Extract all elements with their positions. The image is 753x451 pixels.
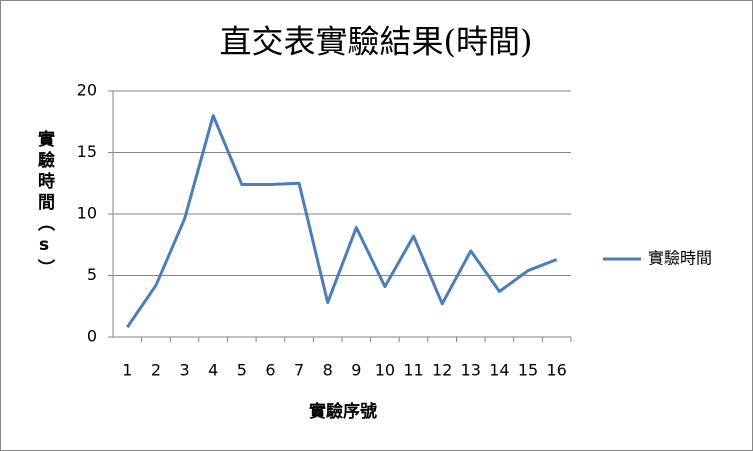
x-tick-label: 14 bbox=[489, 361, 509, 380]
y-tick-label: 20 bbox=[77, 81, 97, 100]
y-tick-label: 10 bbox=[77, 204, 97, 223]
x-axis-title: 實驗序號 bbox=[309, 401, 377, 422]
y-tick-label: 0 bbox=[87, 327, 97, 346]
chart-title: 直交表實驗結果(時間) bbox=[220, 23, 533, 61]
x-tick-label: 9 bbox=[351, 361, 361, 380]
x-tick-label: 10 bbox=[375, 361, 395, 380]
series-line bbox=[126, 114, 558, 329]
x-tick-label: 6 bbox=[265, 361, 275, 380]
y-tick-label: 15 bbox=[77, 142, 97, 161]
y-axis-title: 實驗時間（s） bbox=[34, 129, 55, 280]
x-tick-label: 13 bbox=[461, 361, 481, 380]
x-tick-label: 3 bbox=[179, 361, 189, 380]
x-tick-label: 4 bbox=[208, 361, 218, 380]
x-tick-label: 12 bbox=[432, 361, 452, 380]
x-tick-label: 16 bbox=[547, 361, 567, 380]
legend-label: 實驗時間 bbox=[648, 249, 712, 268]
x-tick-label: 5 bbox=[237, 361, 247, 380]
x-tick-label: 11 bbox=[403, 361, 423, 380]
y-tick-label: 5 bbox=[87, 265, 97, 284]
x-tick-label: 8 bbox=[323, 361, 333, 380]
x-tick-label: 1 bbox=[122, 361, 132, 380]
x-tick-label: 2 bbox=[151, 361, 161, 380]
x-tick-label: 15 bbox=[518, 361, 538, 380]
x-tick-label: 7 bbox=[294, 361, 304, 380]
